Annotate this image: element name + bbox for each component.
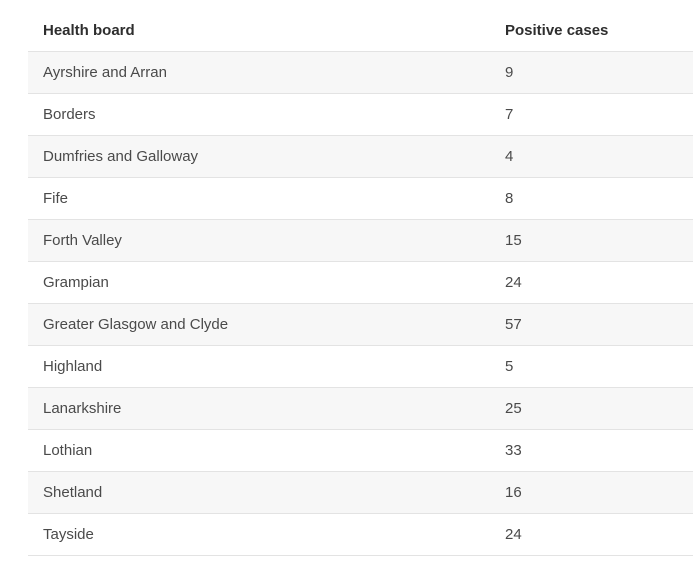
positive-cases-cell: 9 [490, 51, 693, 94]
health-board-cell: Greater Glasgow and Clyde [28, 303, 490, 346]
health-board-cell: Lothian [28, 429, 490, 472]
table-row: Lothian 33 [28, 429, 693, 472]
positive-cases-cell: 24 [490, 261, 693, 304]
table-row: Greater Glasgow and Clyde 57 [28, 303, 693, 346]
positive-cases-cell: 25 [490, 387, 693, 430]
table-body: Ayrshire and Arran 9 Borders 7 Dumfries … [28, 51, 693, 556]
health-board-cell: Highland [28, 345, 490, 388]
table-row: Fife 8 [28, 177, 693, 220]
positive-cases-cell: 24 [490, 513, 693, 556]
table-row: Lanarkshire 25 [28, 387, 693, 430]
header-positive-cases: Positive cases [490, 9, 693, 52]
positive-cases-cell: 8 [490, 177, 693, 220]
health-board-cell: Fife [28, 177, 490, 220]
positive-cases-cell: 7 [490, 93, 693, 136]
health-board-cell: Borders [28, 93, 490, 136]
positive-cases-cell: 57 [490, 303, 693, 346]
cases-table-container: Health board Positive cases Ayrshire and… [28, 9, 693, 556]
cases-table: Health board Positive cases Ayrshire and… [28, 9, 693, 556]
health-board-cell: Tayside [28, 513, 490, 556]
table-row: Borders 7 [28, 93, 693, 136]
table-row: Ayrshire and Arran 9 [28, 51, 693, 94]
health-board-cell: Dumfries and Galloway [28, 135, 490, 178]
positive-cases-cell: 15 [490, 219, 693, 262]
health-board-cell: Forth Valley [28, 219, 490, 262]
table-header: Health board Positive cases [28, 9, 693, 52]
health-board-cell: Shetland [28, 471, 490, 514]
table-row: Dumfries and Galloway 4 [28, 135, 693, 178]
table-row: Highland 5 [28, 345, 693, 388]
table-row: Tayside 24 [28, 513, 693, 556]
table-row: Forth Valley 15 [28, 219, 693, 262]
positive-cases-cell: 4 [490, 135, 693, 178]
header-row: Health board Positive cases [28, 9, 693, 52]
positive-cases-cell: 5 [490, 345, 693, 388]
table-row: Grampian 24 [28, 261, 693, 304]
positive-cases-cell: 16 [490, 471, 693, 514]
header-health-board: Health board [28, 9, 490, 52]
table-row: Shetland 16 [28, 471, 693, 514]
positive-cases-cell: 33 [490, 429, 693, 472]
health-board-cell: Ayrshire and Arran [28, 51, 490, 94]
health-board-cell: Lanarkshire [28, 387, 490, 430]
health-board-cell: Grampian [28, 261, 490, 304]
